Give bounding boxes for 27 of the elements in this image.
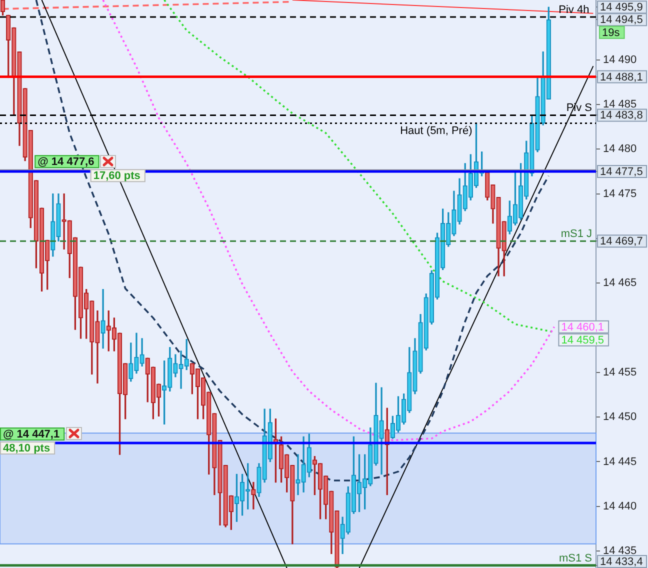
data-label: 14 460,1 [561,321,604,334]
y-tick-label: 14 465 [603,277,637,290]
text: 19s [602,26,620,39]
y-tick-label: 14 488,1 [600,71,643,84]
ref-line-label: mS1 S [558,552,592,564]
y-tick-label: 14 433,4 [600,556,643,568]
y-tick-label: 14 475 [603,188,637,200]
y-tick-label: 14 483,8 [600,110,643,122]
y-tick-label: 14 445 [603,456,637,468]
y-tick-label: 14 495,9 [600,2,643,14]
y-tick-label: 14 440 [603,500,637,512]
annotation: 48,10 pts [3,442,50,454]
y-tick-label: 14 469,7 [600,236,643,248]
data-label: 14 459,5 [561,334,604,346]
annotation: @ 14 477,6 [38,156,94,168]
ref-line-label: mS1 J [560,228,592,240]
y-tick-label: 14 485 [603,98,637,111]
y-tick-label: 14 450 [603,411,637,424]
annotation: @ 14 447,1 [3,428,60,440]
y-tick-label: 14 477,5 [600,166,643,178]
y-tick-label: 14 494,5 [600,14,643,26]
annotation: 17,60 pts [93,170,140,182]
ref-line-label: Haut (5m, Pré) [400,125,472,138]
y-tick-label: 14 455 [603,366,637,378]
y-tick-label: 14 435 [603,545,637,558]
y-tick-label: 14 480 [603,143,637,156]
y-tick-label: 14 490 [603,54,637,66]
